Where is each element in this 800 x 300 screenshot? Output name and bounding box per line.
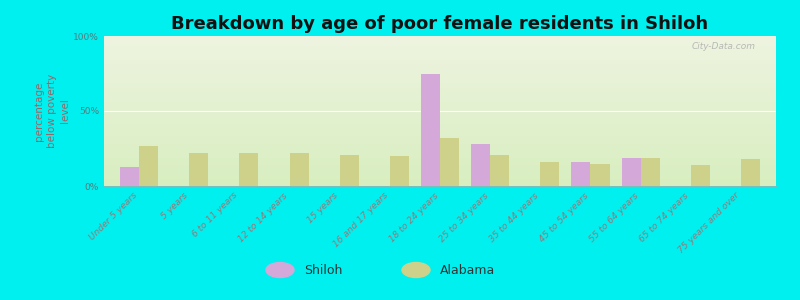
Y-axis label: percentage
below poverty
level: percentage below poverty level [34,74,70,148]
Bar [571,162,590,186]
Bar [540,162,559,186]
Bar [440,138,459,186]
Bar [690,165,710,186]
Text: City-Data.com: City-Data.com [692,42,756,51]
Bar [239,153,258,186]
Bar [590,164,610,186]
Bar [741,159,760,186]
Bar [120,167,139,186]
Title: Breakdown by age of poor female residents in Shiloh: Breakdown by age of poor female resident… [171,15,709,33]
Text: Shiloh: Shiloh [304,263,342,277]
Bar [421,74,440,186]
Bar [622,158,641,186]
Bar [471,144,490,186]
Bar [290,153,309,186]
Bar [490,154,510,186]
Bar [190,153,208,186]
Bar [340,154,358,186]
Bar [139,146,158,186]
Bar [641,158,660,186]
Bar [390,156,409,186]
Text: Alabama: Alabama [440,263,495,277]
